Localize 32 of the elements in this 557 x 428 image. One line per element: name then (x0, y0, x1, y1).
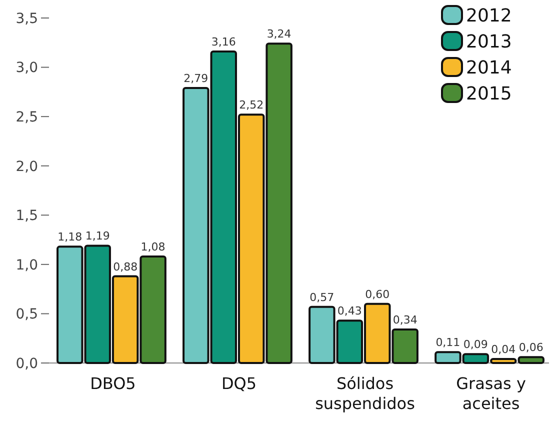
legend-label: 2015 (466, 83, 512, 104)
data-label: 1,08 (140, 240, 166, 254)
y-tick-label: 2,5 (16, 109, 38, 126)
y-tick-label: 3,0 (16, 60, 38, 76)
data-label: 0,43 (337, 304, 362, 318)
data-label: 0,88 (113, 260, 138, 274)
x-tick-label: DBO5 (90, 374, 136, 393)
data-label: 2,79 (184, 72, 208, 85)
y-tick-label: 2,0 (16, 158, 38, 175)
data-label: 0,09 (463, 338, 488, 352)
data-label: 0,34 (392, 313, 418, 326)
y-tick-label: 0,5 (16, 306, 38, 323)
data-label: 3,16 (211, 36, 236, 49)
data-label: 0,57 (310, 290, 334, 304)
data-label: 0,06 (518, 341, 544, 354)
y-tick-label: 0,0 (16, 356, 38, 372)
y-tick-label: 3,5 (16, 10, 38, 27)
data-label: 3,24 (266, 28, 292, 41)
data-label: 0,60 (365, 288, 390, 301)
x-tick-label: Sólidos suspendidos (315, 374, 415, 413)
data-label: 0,04 (491, 343, 516, 356)
x-tick-label: Grasas y aceites (456, 374, 526, 413)
data-label: 0,11 (436, 336, 460, 350)
y-tick-label: 1,5 (16, 208, 38, 224)
data-label: 1,19 (85, 230, 110, 243)
legend-label: 2014 (466, 57, 512, 78)
legend-label: 2013 (466, 31, 512, 52)
data-label: 2,52 (239, 98, 264, 112)
x-tick-label: DQ5 (221, 374, 257, 393)
data-label: 1,18 (58, 230, 82, 244)
legend-label: 2012 (466, 5, 512, 26)
y-tick-label: 1,0 (16, 257, 38, 274)
